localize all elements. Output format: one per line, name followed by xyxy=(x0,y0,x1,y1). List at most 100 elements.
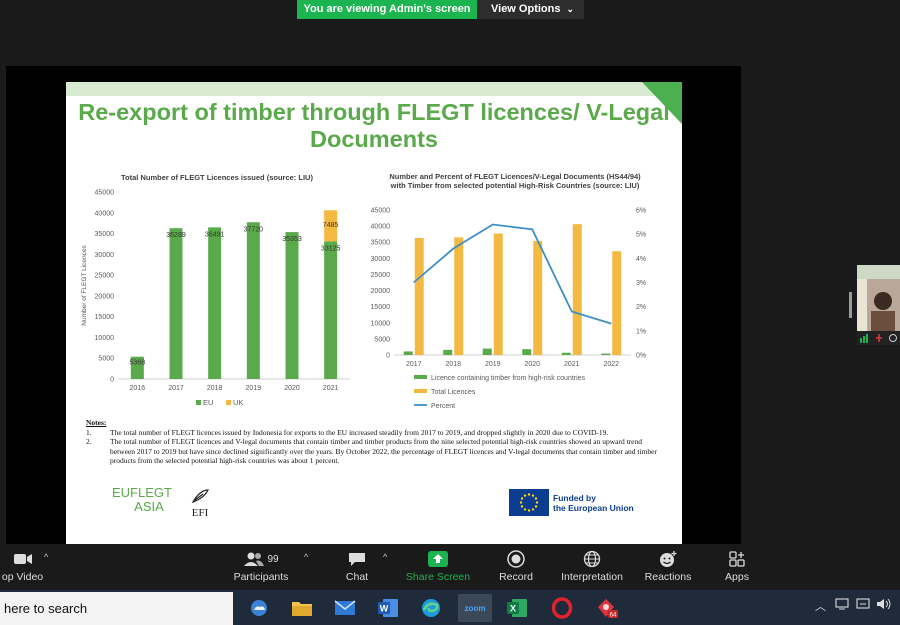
y-tick-label: 0 xyxy=(386,353,390,360)
edge-browser-icon[interactable] xyxy=(414,594,448,622)
tray-pen-icon[interactable] xyxy=(856,598,870,613)
video-camera-icon xyxy=(0,548,45,570)
participant-video-thumbnail[interactable] xyxy=(857,265,900,345)
eu-funding-text: Funded by the European Union xyxy=(553,492,634,513)
chat-icon xyxy=(336,548,378,570)
zoom-app-icon[interactable]: zoom xyxy=(458,594,492,622)
chart2-title: Number and Percent of FLEGT Licences/V-L… xyxy=(389,172,641,190)
percent-line xyxy=(413,223,612,325)
x-tick-label: 2016 xyxy=(130,385,146,392)
globe-icon xyxy=(555,548,629,570)
euflegt-asia-logo: EUFLEGT ASIA xyxy=(112,485,172,514)
zoom-app-label: zoom xyxy=(465,604,486,613)
word-icon[interactable]: W xyxy=(371,594,405,622)
legend-swatch-high-risk xyxy=(414,375,427,379)
app-badge: 64 xyxy=(610,613,617,619)
participants-options-caret[interactable]: ^ xyxy=(304,552,309,562)
bar-total-licences xyxy=(454,237,464,355)
x-tick-label: 2018 xyxy=(207,385,223,392)
chat-button[interactable]: Chat xyxy=(336,548,378,584)
other-app-icon[interactable]: 64 xyxy=(589,594,623,622)
slide-corner-decoration xyxy=(642,82,682,124)
y-axis-label: Number of FLEGT Licences xyxy=(81,245,88,326)
x-tick-label: 2022 xyxy=(603,361,619,368)
y-tick-label: 25000 xyxy=(95,273,115,280)
y2-tick-label: 4% xyxy=(636,256,646,263)
legend-label-high-risk: Licence containing timber from high-risk… xyxy=(431,375,586,382)
weather-app-icon[interactable] xyxy=(242,594,276,622)
x-tick-label: 2018 xyxy=(445,361,461,368)
reactions-button[interactable]: Reactions xyxy=(642,548,694,584)
y2-tick-label: 1% xyxy=(636,328,646,335)
y-tick-label: 0 xyxy=(110,377,114,384)
taskbar-search-box[interactable]: here to search xyxy=(0,592,233,625)
view-options-button[interactable]: View Options ⌄ xyxy=(477,0,584,19)
x-tick-label: 2017 xyxy=(406,361,422,368)
bar-high-risk xyxy=(403,351,413,355)
notes-heading: Notes: xyxy=(86,418,107,427)
tray-network-icon[interactable] xyxy=(835,598,849,613)
bar-eu xyxy=(246,222,260,379)
y-tick-label: 10000 xyxy=(371,320,391,327)
chat-options-caret[interactable]: ^ xyxy=(383,552,388,562)
record-button[interactable]: Record xyxy=(494,548,538,584)
participants-icon xyxy=(244,552,265,566)
thumbnail-drag-handle[interactable] xyxy=(849,292,852,318)
participant-status-bar xyxy=(857,331,900,345)
y-tick-label: 20000 xyxy=(95,293,115,300)
bar-total-licences xyxy=(414,238,424,355)
eu-funding-logo: Funded by the European Union xyxy=(509,489,634,516)
chevron-down-icon: ⌄ xyxy=(566,4,574,14)
share-screen-icon xyxy=(404,548,472,570)
data-label: 36289 xyxy=(166,232,186,239)
apps-button[interactable]: Apps xyxy=(720,548,754,584)
y2-tick-label: 2% xyxy=(636,304,646,311)
note-text: The total number of FLEGT licences and V… xyxy=(110,437,657,465)
mail-icon[interactable] xyxy=(328,594,362,622)
legend-label-percent: Percent xyxy=(431,403,455,410)
participants-count: 99 xyxy=(267,553,279,565)
opera-browser-icon[interactable] xyxy=(545,594,579,622)
excel-icon[interactable]: X xyxy=(500,594,534,622)
x-tick-label: 2020 xyxy=(284,385,300,392)
x-tick-label: 2020 xyxy=(524,361,540,368)
bar-eu xyxy=(285,232,299,379)
y-tick-label: 45000 xyxy=(371,208,391,215)
y-tick-label: 40000 xyxy=(371,224,391,231)
tray-volume-icon[interactable] xyxy=(876,598,892,613)
y-tick-label: 15000 xyxy=(371,304,391,311)
svg-text:W: W xyxy=(380,604,389,614)
y-tick-label: 25000 xyxy=(371,272,391,279)
y-tick-label: 30000 xyxy=(371,256,391,263)
data-label: 33125 xyxy=(321,245,341,252)
data-label: 35353 xyxy=(282,236,302,243)
x-tick-label: 2021 xyxy=(323,385,339,392)
data-label: 5368 xyxy=(130,360,146,367)
y-tick-label: 5000 xyxy=(374,336,390,343)
file-explorer-icon[interactable] xyxy=(285,594,319,622)
chart1-total-licences: 0 5000 10000 15000 20000 25000 30000 35000 40000… xyxy=(81,190,350,407)
share-screen-button[interactable]: Share Screen xyxy=(404,548,472,584)
chart1-title: Total Number of FLEGT Licences issued (s… xyxy=(121,173,313,182)
video-options-caret[interactable]: ^ xyxy=(44,552,49,562)
bar-total-licences xyxy=(493,233,503,355)
windows-taskbar: here to search W zoom X 64 ︿ xyxy=(0,590,900,625)
bar-high-risk xyxy=(443,349,453,355)
slide-title: Re-export of timber through FLEGT licenc… xyxy=(78,99,670,152)
interpretation-button[interactable]: Interpretation xyxy=(555,548,629,584)
efi-leaf-icon xyxy=(191,489,209,504)
bar-high-risk xyxy=(601,353,611,355)
legend-swatch-eu xyxy=(196,400,201,405)
y-tick-label: 45000 xyxy=(95,190,115,197)
y-tick-label: 20000 xyxy=(371,288,391,295)
bar-uk xyxy=(324,210,338,242)
data-label: 36491 xyxy=(205,231,225,238)
legend-label-eu: EU xyxy=(203,398,213,407)
x-tick-label: 2021 xyxy=(564,361,580,368)
stop-video-button[interactable]: op Video xyxy=(0,548,45,584)
participants-button[interactable]: 99 Participants xyxy=(228,548,294,584)
tray-chevron-up-icon[interactable]: ︿ xyxy=(815,601,826,613)
y-tick-label: 35000 xyxy=(95,231,115,238)
viewing-indicator: You are viewing Admin's screen xyxy=(297,0,477,19)
